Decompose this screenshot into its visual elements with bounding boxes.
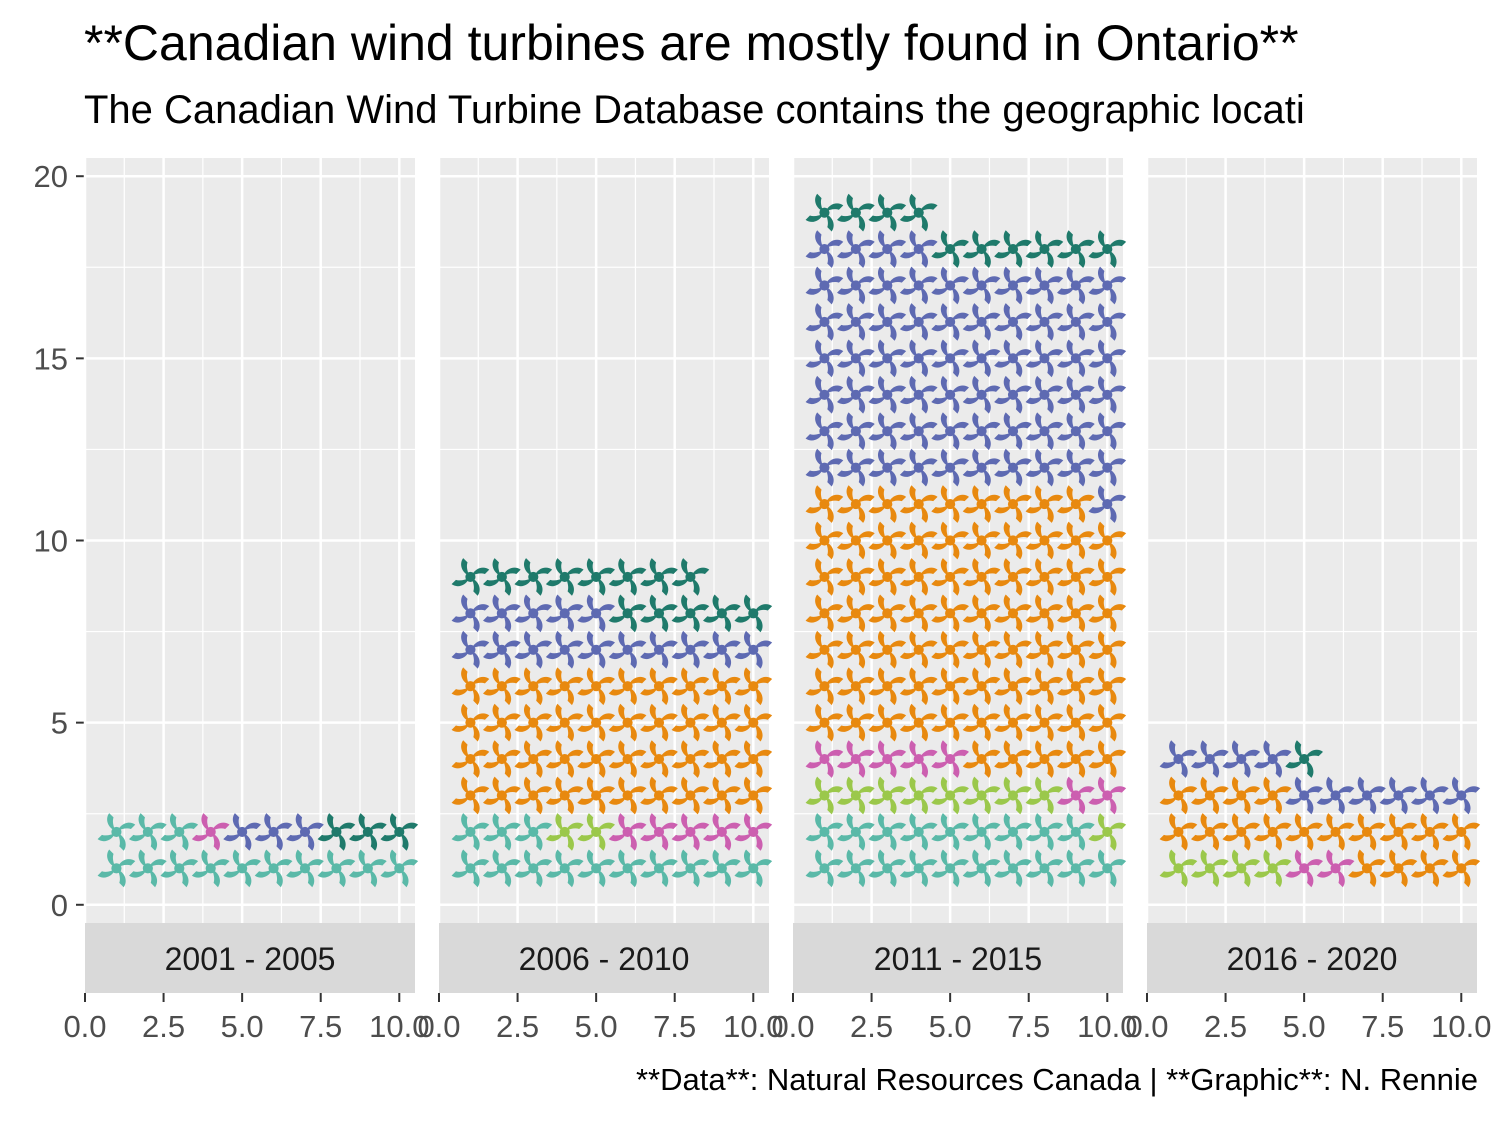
chart-caption: **Data**: Natural Resources Canada | **G…: [635, 1062, 1478, 1097]
x-tick-label: 10.0: [723, 1009, 783, 1044]
x-tick-label: 2.5: [142, 1009, 185, 1044]
x-tick-label: 10.0: [369, 1009, 429, 1044]
x-tick-label: 7.5: [1007, 1009, 1050, 1044]
y-tick-label: 20: [34, 159, 68, 194]
facet-strip: [1147, 923, 1477, 993]
facet-strip: [439, 923, 769, 993]
facet-strip-label: 2001 - 2005: [165, 941, 336, 977]
x-tick-label: 2.5: [496, 1009, 539, 1044]
facet-strip-label: 2016 - 2020: [1227, 941, 1398, 977]
y-tick-label: 10: [34, 524, 68, 559]
chart-title: **Canadian wind turbines are mostly foun…: [84, 15, 1299, 71]
facet-panel: 2001 - 2005 0.0 2.5 5.0 7.5 10.0: [63, 158, 429, 1044]
y-tick-label: 0: [51, 888, 68, 923]
x-tick-label: 2.5: [1204, 1009, 1247, 1044]
facet-panel: 2016 - 2020 0.0 2.5 5.0 7.5 10.0: [1125, 158, 1491, 1044]
x-tick-label: 5.0: [221, 1009, 264, 1044]
facet-strip: [793, 923, 1123, 993]
x-tick-label: 2.5: [850, 1009, 893, 1044]
facet-panel: 2011 - 2015 0.0 2.5 5.0 7.5 10.0: [771, 158, 1137, 1044]
facet-strip-label: 2006 - 2010: [519, 941, 690, 977]
y-tick-label: 15: [34, 341, 68, 376]
x-tick-label: 7.5: [1361, 1009, 1404, 1044]
x-tick-label: 10.0: [1077, 1009, 1137, 1044]
x-tick-label: 0.0: [63, 1009, 106, 1044]
x-tick-label: 5.0: [575, 1009, 618, 1044]
x-tick-label: 0.0: [1125, 1009, 1168, 1044]
x-tick-label: 7.5: [653, 1009, 696, 1044]
x-tick-label: 5.0: [1283, 1009, 1326, 1044]
x-tick-label: 0.0: [417, 1009, 460, 1044]
x-tick-label: 0.0: [771, 1009, 814, 1044]
x-tick-label: 7.5: [299, 1009, 342, 1044]
x-tick-label: 10.0: [1431, 1009, 1491, 1044]
chart-subtitle: The Canadian Wind Turbine Database conta…: [84, 88, 1305, 132]
facet-strip-label: 2011 - 2015: [874, 941, 1042, 977]
facet-panels: 2001 - 2005 0.0 2.5 5.0 7.5 10.0 2006 - 2010 0.…: [63, 158, 1491, 1044]
facet-strip: [85, 923, 415, 993]
y-tick-label: 5: [51, 706, 68, 741]
y-axis: 0 5 10 15 20: [34, 159, 85, 923]
x-tick-label: 5.0: [929, 1009, 972, 1044]
facet-panel: 2006 - 2010 0.0 2.5 5.0 7.5 10.0: [417, 158, 783, 1044]
